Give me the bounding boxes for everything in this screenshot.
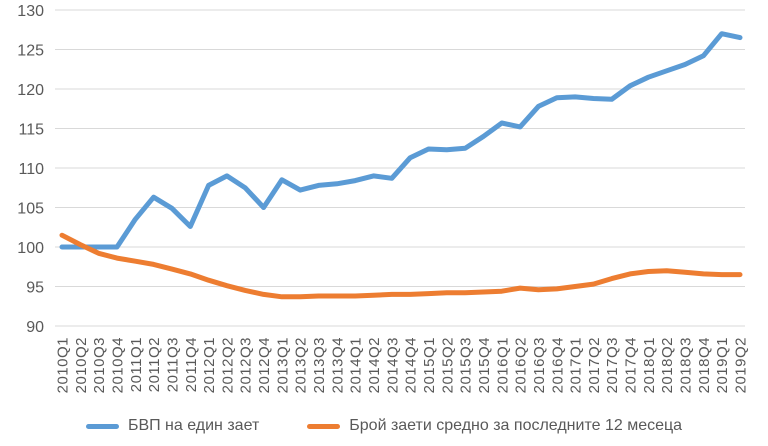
x-tick-label: 2013Q3 (311, 337, 328, 393)
series-line-employed-avg (59, 232, 743, 300)
x-tick-label: 2017Q1 (568, 337, 585, 393)
x-tick-label: 2013Q4 (329, 337, 346, 393)
legend-item-employed-avg: Брой заети средно за последните 12 месец… (307, 417, 682, 435)
legend-label-gdp-per-employed: БВП на един зает (127, 417, 260, 434)
x-tick-label: 2012Q4 (256, 337, 273, 393)
x-tick-label: 2011Q1 (128, 337, 145, 392)
y-tick-label: 130 (17, 3, 44, 20)
x-tick-label: 2019Q1 (714, 337, 731, 393)
x-tick-label: 2016Q4 (549, 337, 566, 393)
x-tick-label: 2018Q4 (696, 337, 713, 393)
x-tick-label: 2013Q1 (274, 337, 291, 393)
y-tick-label: 105 (17, 201, 44, 218)
x-tick-label: 2010Q1 (55, 337, 72, 393)
legend: БВП на един зает Брой заети средно за по… (0, 406, 768, 446)
x-tick-label: 2018Q3 (678, 337, 695, 393)
x-tick-label: 2010Q4 (109, 337, 126, 393)
y-tick-label: 125 (17, 43, 44, 60)
x-tick-label: 2018Q2 (659, 337, 676, 393)
y-tick-label: 95 (26, 280, 44, 297)
x-tick-label: 2016Q2 (513, 337, 530, 393)
x-tick-label: 2015Q3 (458, 337, 475, 393)
x-tick-label: 2014Q2 (366, 337, 383, 393)
x-tick-label: 2014Q1 (348, 337, 365, 393)
x-tick-label: 2016Q3 (531, 337, 548, 393)
x-tick-label: 2015Q1 (421, 337, 438, 393)
x-tick-label: 2010Q2 (73, 337, 90, 393)
x-tick-label: 2015Q2 (439, 337, 456, 393)
x-tick-label: 2019Q2 (733, 337, 750, 393)
x-tick-label: 2016Q1 (494, 337, 511, 393)
legend-line-marker-blue (85, 423, 119, 429)
x-tick-label: 2014Q4 (403, 337, 420, 393)
y-tick-label: 110 (18, 161, 44, 178)
x-tick-label: 2012Q2 (219, 337, 236, 393)
legend-label-employed-avg: Брой заети средно за последните 12 месец… (349, 417, 683, 434)
x-tick-label: 2012Q1 (201, 337, 218, 393)
y-tick-label: 100 (17, 240, 44, 257)
x-tick-label: 2018Q1 (641, 337, 658, 393)
x-tick-label: 2011Q4 (183, 337, 200, 392)
x-tick-label: 2011Q2 (146, 337, 163, 392)
legend-line-marker-orange (307, 423, 341, 429)
x-tick-label: 2017Q3 (604, 337, 621, 393)
x-tick-label: 2013Q2 (293, 337, 310, 393)
y-tick-label: 120 (17, 82, 44, 99)
legend-item-gdp-per-employed: БВП на един зает (85, 417, 260, 435)
y-tick-label: 115 (18, 122, 44, 139)
x-tick-label: 2017Q4 (623, 337, 640, 393)
x-tick-label: 2015Q4 (476, 337, 493, 393)
x-tick-label: 2012Q3 (238, 337, 255, 393)
x-tick-label: 2011Q3 (164, 337, 181, 392)
series-line-gdp-per-employed (59, 31, 743, 250)
y-tick-label: 90 (26, 319, 44, 336)
x-tick-label: 2010Q3 (91, 337, 108, 393)
x-tick-label: 2014Q3 (384, 337, 401, 393)
x-tick-label: 2017Q2 (586, 337, 603, 393)
